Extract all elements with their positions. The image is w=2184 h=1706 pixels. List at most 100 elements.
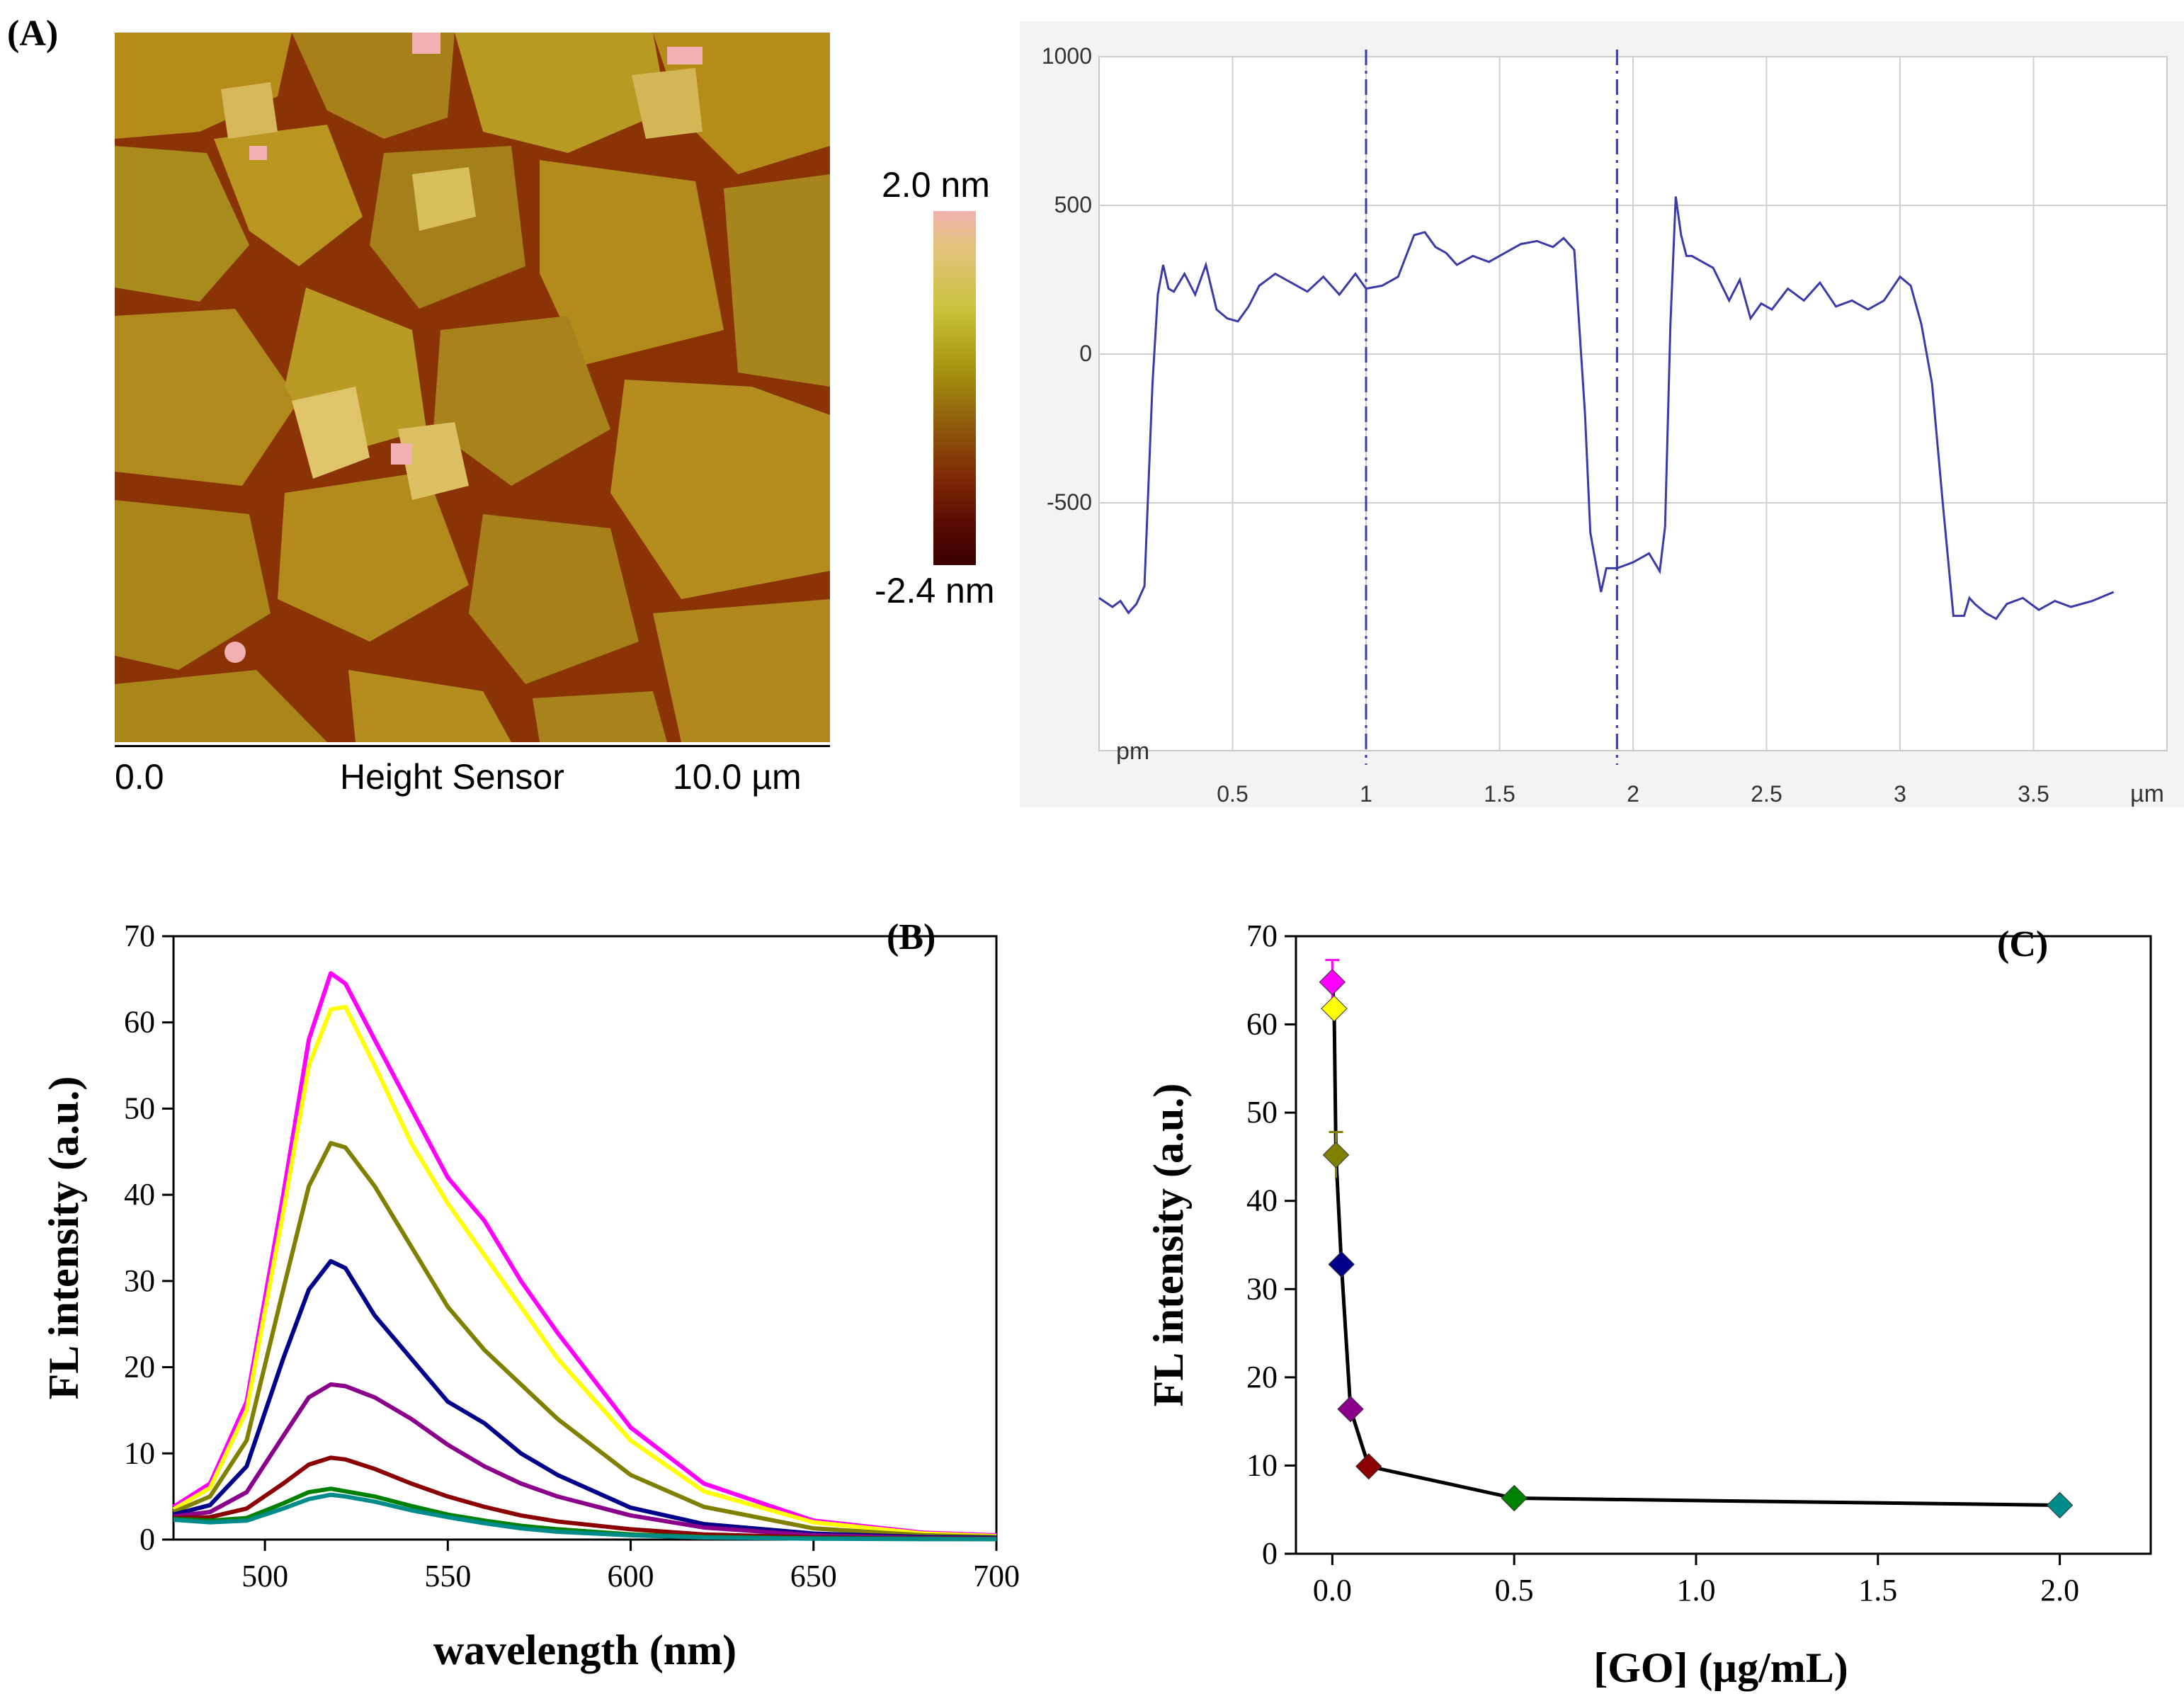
afm-flake: [370, 146, 525, 309]
afm-flake: [433, 316, 610, 486]
y-tick-label: 30: [1246, 1271, 1278, 1306]
afm-flake: [455, 33, 667, 153]
y-tick-label: 0: [140, 1522, 155, 1557]
data-point-diamond: [1328, 1251, 1355, 1278]
afm-pink-spot: [667, 47, 703, 64]
fl-vs-go-chart: 0 10 20 30 40 50 60 70 0.0 0.5 1.0 1.5 2.0 (C) [GO] …: [1145, 919, 2152, 1691]
panel-a-label: (A): [7, 13, 59, 54]
y-tick-label: 10: [124, 1435, 155, 1470]
afm-flake: [292, 33, 455, 139]
x-tick-label: 1.0: [1676, 1573, 1715, 1608]
colorbar-min-label: -2.4 nm: [875, 571, 995, 610]
afm-flake: [469, 514, 639, 684]
plot-frame: [1295, 935, 2152, 1555]
colorbar-max-label: 2.0 nm: [882, 165, 990, 205]
afm-flake: [278, 472, 469, 642]
spectrum-line: [173, 1258, 997, 1540]
plot-frame: [172, 935, 998, 1541]
spectrum-line: [172, 1141, 997, 1540]
afm-scale-start: 0.0: [115, 757, 164, 797]
x-axis-label: wavelength (nm): [433, 1627, 736, 1673]
data-point-diamond: [1337, 1395, 1364, 1423]
y-tick-label: 70: [124, 919, 155, 953]
y-tick-label: 40: [124, 1177, 155, 1212]
afm-flake: [533, 691, 667, 742]
x-tick-label: 0.0: [1313, 1573, 1352, 1608]
afm-pink-spot: [412, 33, 440, 54]
afm-pink-spot: [224, 642, 246, 663]
afm-flake: [610, 380, 830, 599]
afm-flake: [653, 599, 830, 742]
data-point-diamond: [1322, 1142, 1350, 1168]
panel-b-label: (B): [887, 917, 935, 957]
spectrum-line: [173, 1492, 996, 1542]
afm-flake: [724, 174, 830, 387]
profile-x-tick: 3: [1894, 781, 1906, 807]
x-axis-label: [GO] (µg/mL): [1593, 1644, 1848, 1691]
x-tick-label: 0.5: [1495, 1573, 1534, 1608]
y-tick-label: 20: [124, 1350, 155, 1384]
afm-flake: [540, 160, 724, 365]
afm-scale-end: 10.0 µm: [673, 757, 802, 797]
afm-scale-title: Height Sensor: [340, 757, 564, 797]
panel-c-label: (C): [1997, 924, 2048, 965]
data-point-diamond: [1501, 1484, 1528, 1512]
profile-x-unit: µm: [2130, 780, 2164, 807]
afm-bright-flake: [221, 82, 278, 139]
profile-x-tick: 2.5: [1751, 781, 1782, 807]
profile-x-tick: 1.5: [1484, 781, 1515, 807]
data-point-diamond: [1321, 995, 1348, 1022]
profile-y-tick: -500: [1047, 489, 1092, 515]
y-tick-label: 50: [124, 1091, 155, 1125]
afm-bright-flake: [632, 68, 703, 139]
y-tick-label: 70: [1246, 919, 1278, 953]
fl-spectra-chart: 0 10 20 30 40 50 60 70 500 550 600 650 700 (B) wavel…: [40, 917, 1020, 1673]
afm-flake: [348, 670, 511, 742]
height-colorbar: [933, 211, 976, 565]
y-tick-label: 0: [1262, 1536, 1278, 1571]
x-tick-label: 500: [241, 1559, 288, 1593]
afm-height-image: [115, 33, 830, 742]
afm-bright-flake: [412, 167, 476, 231]
y-tick-label: 60: [1246, 1007, 1278, 1042]
spectrum-line: [172, 971, 997, 1537]
afm-bright-flake: [398, 422, 469, 500]
y-tick-label: 40: [1246, 1183, 1278, 1218]
data-point-diamond: [1355, 1452, 1382, 1480]
y-tick-label: 30: [124, 1263, 155, 1298]
x-tick-label: 1.5: [1858, 1573, 1897, 1608]
profile-x-tick: 1: [1360, 781, 1372, 807]
y-tick-label: 20: [1246, 1360, 1278, 1394]
afm-flake: [115, 309, 299, 486]
afm-flake: [653, 33, 830, 174]
afm-bright-flake: [292, 387, 370, 479]
spectrum-line: [173, 1382, 997, 1541]
profile-x-tick: 0.5: [1217, 781, 1248, 807]
afm-pink-spot: [391, 443, 412, 465]
trend-line: [1330, 982, 2060, 1507]
y-axis-label: FL intensity (a.u.): [40, 1076, 87, 1400]
profile-y-unit: pm: [1116, 738, 1149, 765]
profile-y-tick: 0: [1079, 341, 1092, 366]
spectrum-line: [172, 1004, 997, 1539]
afm-flake: [115, 146, 249, 302]
profile-y-tick: 1000: [1042, 43, 1092, 69]
afm-flake: [115, 33, 292, 139]
y-tick-label: 60: [124, 1005, 155, 1040]
profile-y-tick: 500: [1054, 192, 1092, 217]
x-tick-label: 600: [608, 1559, 654, 1593]
y-tick-label: 50: [1246, 1095, 1278, 1130]
y-axis-label: FL intensity (a.u.): [1145, 1084, 1192, 1407]
height-profile-chart: 1000 500 0 -500 0.5 1 1.5 2 2.5 3 3.5 pm µm: [1020, 21, 2184, 807]
spectrum-line: [173, 1455, 996, 1541]
profile-x-tick: 2: [1627, 781, 1639, 807]
data-point-diamond: [1319, 969, 1346, 996]
afm-flake: [115, 670, 327, 742]
height-profile-line: [1098, 196, 2115, 620]
x-tick-label: 2.0: [2040, 1573, 2079, 1608]
data-point-diamond: [2046, 1491, 2074, 1519]
afm-flakes: [115, 33, 830, 742]
afm-flake: [115, 500, 271, 670]
y-tick-label: 10: [1246, 1448, 1278, 1482]
x-tick-label: 700: [973, 1559, 1020, 1593]
